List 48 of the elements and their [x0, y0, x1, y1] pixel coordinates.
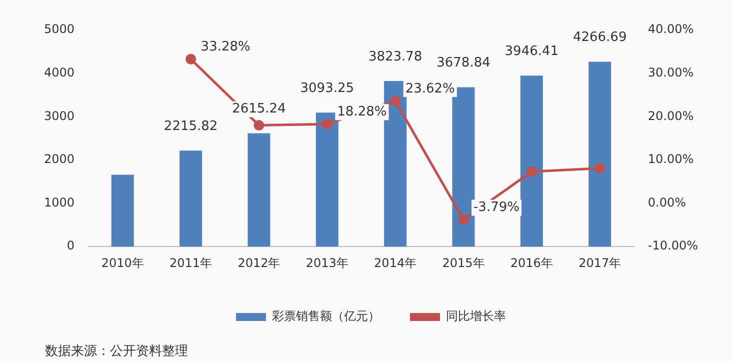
- x-tick-label: 2017年: [578, 256, 622, 270]
- y-tick-label: 0: [66, 238, 75, 253]
- x-tick-label: 2014年: [374, 256, 417, 270]
- y2-tick-label: 0.00%: [648, 195, 686, 210]
- x-tick-label: 2016年: [510, 256, 553, 270]
- bar: [111, 174, 134, 247]
- y-tick-label: 4000: [44, 65, 75, 80]
- point: [458, 214, 469, 225]
- bar: [180, 150, 202, 247]
- point: [594, 162, 606, 174]
- bar: [248, 133, 270, 247]
- x-tick-label: 2012年: [238, 256, 280, 270]
- x-tick-label: 2010年: [101, 256, 144, 270]
- x-tick-label: 2015年: [442, 256, 485, 270]
- data-label: 18.28%: [337, 104, 387, 120]
- legend-label: 同比增长率: [446, 309, 506, 324]
- data-label: 3946.41: [504, 44, 559, 60]
- data-label: 2215.82: [164, 118, 218, 134]
- data-label: 3823.78: [368, 49, 422, 64]
- bar: [520, 76, 543, 247]
- y2-tick-label: 30.00%: [648, 65, 694, 80]
- bar: [588, 62, 612, 247]
- point: [526, 166, 537, 177]
- y2-tick-label: 20.00%: [648, 108, 694, 123]
- y-tick-label: 3000: [44, 108, 75, 123]
- x-tick-label: 2013年: [306, 256, 348, 270]
- bar: [316, 112, 338, 247]
- data-label: 23.62%: [405, 81, 455, 96]
- data-label: 2615.24: [232, 102, 286, 117]
- point: [186, 54, 196, 64]
- point: [322, 118, 332, 130]
- point: [390, 96, 401, 106]
- bar: [384, 80, 407, 247]
- data-label: 3678.84: [436, 56, 490, 71]
- data-label: 3093.25: [300, 80, 354, 96]
- y-tick-label: 1000: [44, 195, 75, 210]
- data-label: 4266.69: [572, 30, 627, 46]
- point: [254, 120, 264, 131]
- y2-tick-label: 10.00%: [648, 152, 694, 166]
- data-label: -3.79%: [473, 200, 520, 216]
- legend-label: 彩票销售额（亿元）: [272, 309, 380, 324]
- y-tick-label: 2000: [44, 152, 75, 166]
- y-tick-label: 5000: [44, 22, 75, 36]
- x-tick-label: 2011年: [170, 256, 212, 270]
- y2-tick-label: -10.00%: [648, 238, 698, 253]
- data-label: 33.28%: [200, 39, 250, 54]
- source-note: 数据来源：公开资料整理: [45, 344, 188, 359]
- y2-tick-label: 40.00%: [648, 22, 694, 36]
